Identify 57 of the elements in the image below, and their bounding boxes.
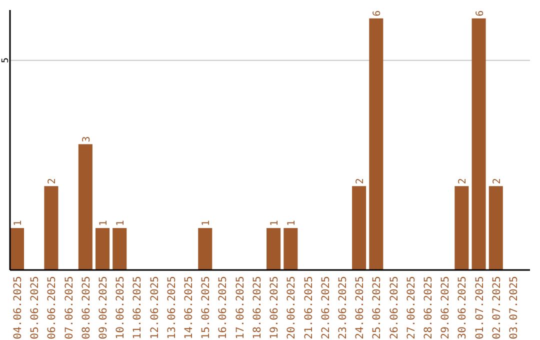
x-tick-label: 08.06.2025 (80, 276, 92, 340)
x-tick-label: 14.06.2025 (183, 276, 196, 340)
data-label: 3 (81, 136, 92, 142)
bar (352, 186, 366, 270)
x-tick-label: 30.06.2025 (456, 276, 469, 340)
bar (454, 186, 469, 270)
x-tick-label: 15.06.2025 (200, 276, 212, 340)
bar (488, 186, 503, 270)
x-tick-label: 29.06.2025 (440, 276, 452, 340)
data-label: 1 (98, 220, 110, 226)
data-label: 2 (355, 178, 366, 184)
x-tick-label: 05.06.2025 (29, 276, 42, 340)
bar (472, 18, 486, 270)
x-tick-label: 17.06.2025 (234, 276, 246, 340)
data-label: 2 (492, 178, 503, 184)
data-label: 1 (286, 220, 298, 226)
bar (44, 186, 58, 270)
bar (10, 228, 24, 270)
data-label: 1 (270, 220, 281, 226)
bar (284, 228, 298, 270)
data-label: 6 (474, 10, 486, 16)
bar (266, 228, 281, 270)
bar (96, 228, 110, 270)
data-label: 1 (13, 220, 24, 226)
bar (369, 18, 384, 270)
x-tick-label: 26.06.2025 (388, 276, 400, 340)
x-tick-label: 09.06.2025 (98, 276, 110, 340)
x-tick-label: 07.06.2025 (63, 276, 76, 340)
x-tick-label: 23.06.2025 (336, 276, 349, 340)
data-label: 6 (372, 10, 384, 16)
bar (198, 228, 212, 270)
x-tick-label: 27.06.2025 (405, 276, 418, 340)
bar (112, 228, 127, 270)
data-label: 1 (116, 220, 127, 226)
x-tick-label: 25.06.2025 (371, 276, 384, 340)
data-label: 2 (47, 178, 58, 184)
x-tick-label: 11.06.2025 (132, 276, 144, 340)
x-tick-label: 04.06.2025 (12, 276, 24, 340)
x-tick-label: 13.06.2025 (166, 276, 178, 340)
x-tick-label: 10.06.2025 (114, 276, 127, 340)
x-tick-label: 20.06.2025 (286, 276, 298, 340)
x-tick-label: 18.06.2025 (251, 276, 264, 340)
x-tick-label: 03.07.2025 (508, 276, 520, 340)
x-tick-label: 24.06.2025 (354, 276, 366, 340)
x-tick-label: 16.06.2025 (217, 276, 230, 340)
x-tick-label: 22.06.2025 (320, 276, 332, 340)
data-label: 2 (458, 178, 469, 184)
x-tick-label: 02.07.2025 (490, 276, 503, 340)
bar (78, 144, 92, 270)
x-tick-label: 12.06.2025 (148, 276, 161, 340)
x-tick-label: 21.06.2025 (302, 276, 315, 340)
x-tick-label: 06.06.2025 (46, 276, 58, 340)
data-label: 1 (201, 220, 212, 226)
x-tick-label: 19.06.2025 (268, 276, 281, 340)
x-tick-label: 28.06.2025 (422, 276, 434, 340)
y-tick-label: 5 (1, 58, 11, 64)
x-tick-label: 01.07.2025 (474, 276, 486, 340)
